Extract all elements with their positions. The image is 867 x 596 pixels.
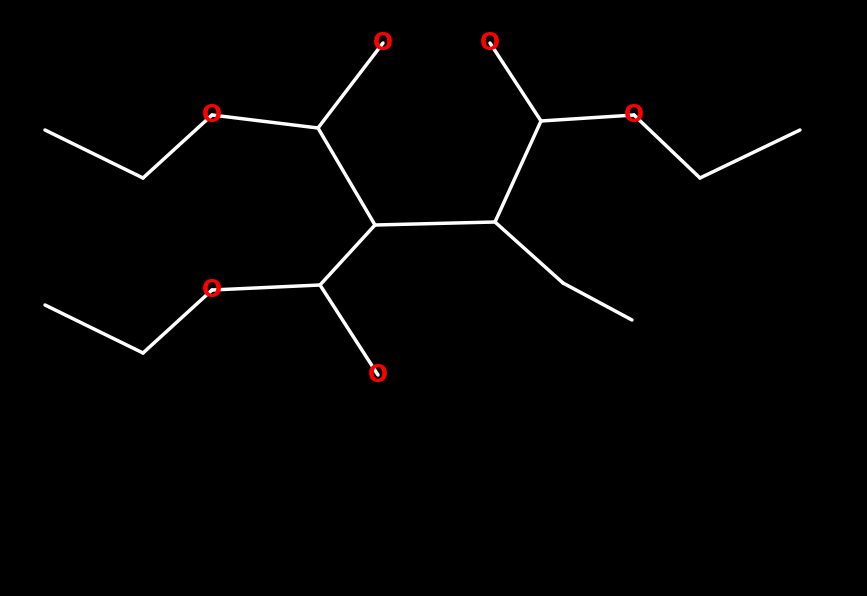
Text: O: O <box>624 103 644 127</box>
Text: O: O <box>202 103 222 127</box>
Text: O: O <box>368 363 388 387</box>
Text: O: O <box>202 278 222 302</box>
Text: O: O <box>373 31 393 55</box>
Text: O: O <box>480 31 500 55</box>
